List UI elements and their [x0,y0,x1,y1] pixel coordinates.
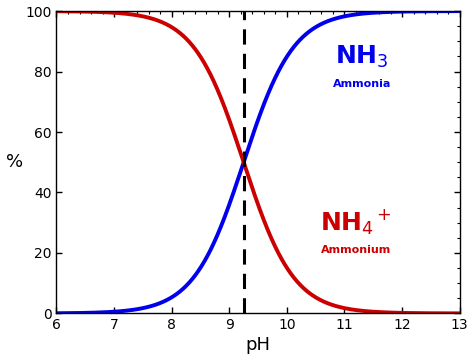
Y-axis label: %: % [6,153,23,171]
Text: Ammonia: Ammonia [333,78,391,89]
X-axis label: pH: pH [246,337,271,355]
Text: NH$_3$: NH$_3$ [335,43,388,69]
Text: Ammonium: Ammonium [321,245,391,255]
Text: NH$_4$$^+$: NH$_4$$^+$ [320,208,392,237]
